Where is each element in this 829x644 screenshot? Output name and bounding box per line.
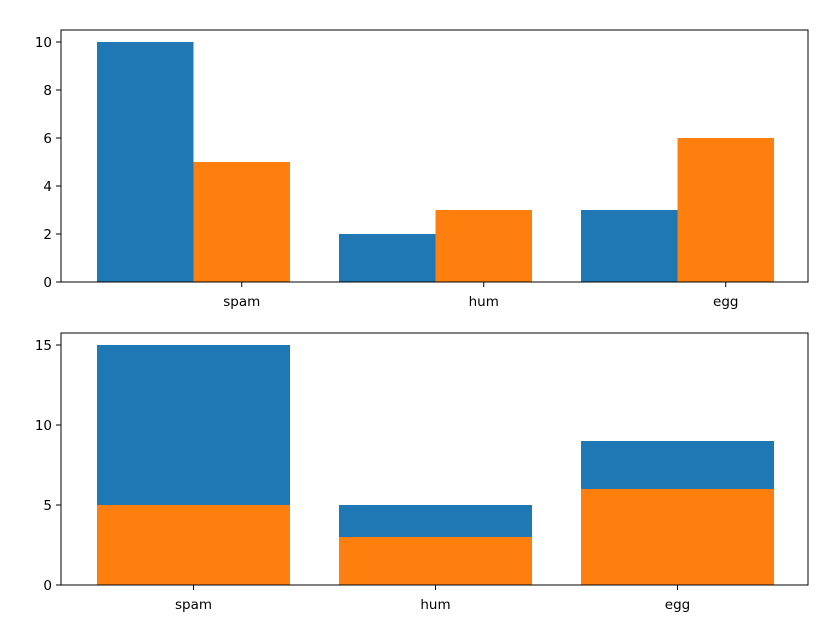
x-tick-label-1-egg: egg	[665, 597, 690, 613]
bar-hum-series-1	[339, 537, 532, 585]
y-tick-label-0-8: 8	[43, 83, 52, 99]
chart-0: 0 2 4 6 8 10 spam hum egg	[35, 29, 809, 310]
bar-spam-series-1	[193, 162, 290, 282]
y-tick-label-1-10: 10	[35, 418, 52, 434]
y-tick-label-0-6: 6	[43, 131, 52, 147]
y-tick-label-1-5: 5	[43, 498, 52, 514]
x-tick-label-0-egg: egg	[713, 294, 738, 310]
axes-frame-1	[60, 332, 809, 586]
y-tick-label-1-0: 0	[43, 578, 52, 594]
y-tick-label-0-2: 2	[43, 227, 52, 243]
bar-hum-series-0	[339, 234, 436, 282]
x-tick-label-1-spam: spam	[175, 597, 212, 613]
x-tick-label-0-spam: spam	[223, 294, 260, 310]
x-tick-label-1-hum: hum	[420, 597, 450, 613]
y-tick-label-0-10: 10	[35, 35, 52, 51]
bar-egg-series-0	[581, 210, 678, 282]
y-tick-label-0-0: 0	[43, 275, 52, 291]
bar-hum-series-1	[435, 210, 532, 282]
chart-1: 0 5 10 15 spam hum egg	[35, 332, 809, 613]
axes-frame-0	[60, 29, 809, 283]
bar-egg-series-1	[581, 489, 774, 585]
bar-spam-series-0	[97, 42, 194, 282]
bar-spam-series-1	[97, 505, 290, 585]
bar-egg-series-1	[677, 138, 774, 282]
y-tick-label-1-15: 15	[35, 338, 52, 354]
x-tick-label-0-hum: hum	[469, 294, 499, 310]
y-tick-label-0-4: 4	[43, 179, 52, 195]
